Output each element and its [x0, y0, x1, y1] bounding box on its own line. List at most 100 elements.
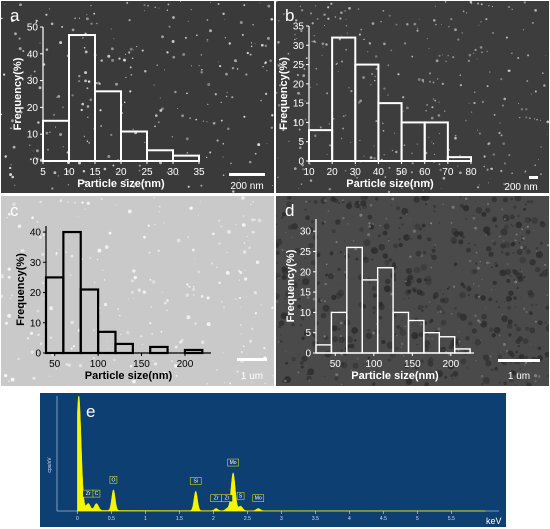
particle-dot [110, 133, 113, 137]
particle-dot [468, 321, 473, 326]
x-axis-label-d: Particle size(nm) [351, 370, 439, 382]
particle-dot [529, 311, 533, 316]
particle-dot [518, 242, 521, 244]
particle-dot [38, 235, 42, 239]
particle-dot [77, 216, 79, 218]
particle-dot [235, 223, 237, 225]
particle-dot [103, 167, 107, 171]
particle-dot [498, 334, 501, 337]
particle-dot [240, 351, 243, 353]
particle-dot [509, 214, 515, 220]
particle-dot [516, 286, 519, 290]
particle-dot [493, 113, 496, 116]
particle-dot [148, 372, 150, 374]
particle-dot [350, 369, 352, 371]
particle-dot [423, 340, 430, 347]
scale-bar-label-b: 200 nm [504, 182, 537, 193]
particle-dot [236, 370, 239, 373]
particle-dot [128, 19, 131, 22]
particle-dot [422, 189, 424, 191]
particle-dot [467, 293, 470, 297]
particle-dot [99, 83, 101, 85]
particle-dot [316, 83, 318, 86]
particle-dot [287, 206, 288, 208]
particle-dot [331, 325, 337, 332]
particle-dot [539, 241, 543, 245]
particle-dot [370, 247, 378, 255]
particle-dot [528, 218, 532, 222]
particle-dot [523, 364, 526, 367]
particle-dot [520, 270, 522, 272]
particle-dot [516, 248, 523, 256]
particle-dot [341, 199, 344, 202]
particle-dot [384, 278, 391, 285]
particle-dot [534, 9, 537, 12]
particle-dot [281, 266, 287, 272]
particle-dot [477, 319, 480, 322]
particle-dot [382, 129, 385, 132]
particle-dot [507, 69, 511, 72]
particle-dot [524, 355, 529, 360]
particle-dot [300, 29, 303, 33]
particle-dot [414, 223, 421, 230]
particle-dot [97, 248, 102, 253]
particle-dot [452, 285, 456, 288]
particle-dot [454, 134, 457, 137]
histogram-bar [454, 348, 471, 354]
particle-dot [433, 19, 436, 22]
particle-dot [508, 339, 510, 340]
particle-dot [540, 119, 542, 121]
particle-dot [342, 115, 345, 117]
particle-dot [125, 330, 130, 335]
particle-dot [285, 290, 291, 296]
particle-dot [241, 378, 244, 380]
particle-dot [407, 274, 414, 281]
particle-dot [30, 350, 35, 354]
particle-dot [420, 254, 424, 258]
particle-dot [26, 337, 30, 340]
particle-dot [393, 314, 396, 317]
particle-dot [227, 127, 230, 131]
particle-dot [297, 279, 300, 282]
particle-dot [16, 77, 20, 81]
x-tick-label: 10 [63, 167, 75, 178]
particle-dot [238, 279, 241, 281]
particle-dot [462, 10, 465, 13]
y-axis-label-d: Frequency(%) [285, 249, 297, 322]
particle-dot [485, 360, 492, 367]
particle-dot [20, 249, 25, 253]
particle-dot [438, 163, 441, 166]
particle-dot [219, 65, 222, 68]
particle-dot [515, 233, 518, 236]
particle-dot [531, 217, 538, 224]
eds-peak-label: Zr [214, 496, 219, 502]
eds-peak-label: O [111, 477, 115, 483]
particle-dot [41, 252, 45, 256]
particle-dot [481, 313, 487, 320]
y-tick-label: 25 [293, 60, 305, 71]
particle-dot [480, 320, 488, 328]
particle-dot [431, 141, 433, 143]
particle-dot [115, 82, 118, 86]
particle-dot [423, 372, 425, 374]
particle-dot [413, 22, 417, 26]
particle-dot [461, 32, 464, 34]
particle-dot [37, 333, 40, 337]
particle-dot [39, 158, 43, 162]
particle-dot [368, 42, 372, 45]
particle-dot [320, 299, 323, 302]
particle-dot [353, 334, 355, 336]
particle-dot [302, 74, 306, 78]
particle-dot [11, 119, 14, 123]
particle-dot [186, 315, 191, 320]
particle-dot [187, 185, 190, 188]
particle-dot [67, 183, 70, 186]
particle-dot [314, 5, 317, 7]
particle-dot [309, 163, 311, 165]
particle-dot [411, 287, 417, 293]
particle-dot [300, 324, 303, 327]
x-tick-label: 50 [396, 167, 408, 178]
particle-dot [485, 234, 487, 236]
particle-dot [426, 103, 429, 106]
particle-dot [32, 150, 34, 152]
